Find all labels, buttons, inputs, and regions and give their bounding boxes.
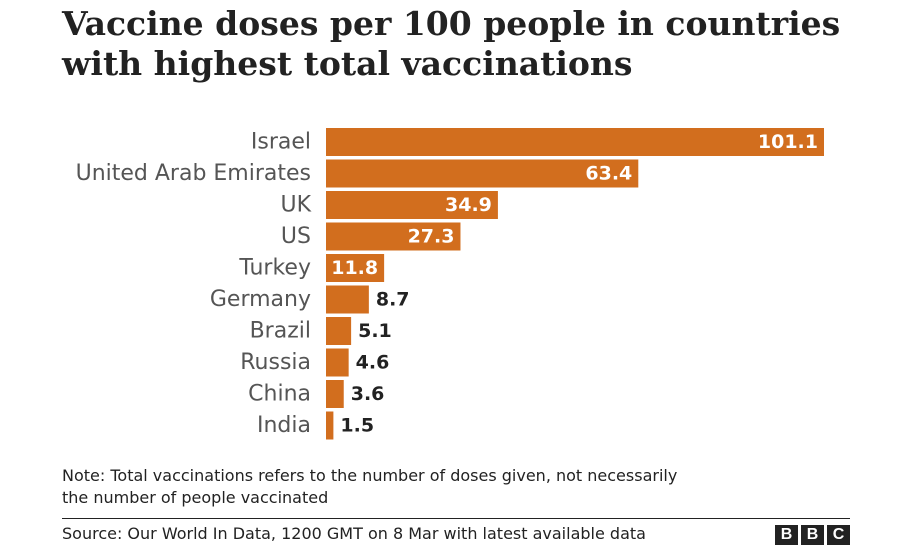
bar [326,380,344,408]
bar [326,254,385,282]
value-label: 8.7 [376,289,410,311]
value-label: 5.1 [358,320,392,342]
bbc-logo: B B C [775,525,850,545]
category-label: Brazil [250,319,311,344]
chart-title-line-1: Vaccine doses per 100 people in countrie… [62,4,841,43]
chart-title-line-2: with highest total vaccinations [62,44,633,83]
bar [326,285,369,314]
bbc-logo-letter-1: B [775,525,798,545]
category-label: UK [280,193,311,218]
value-label: 4.6 [356,352,390,374]
value-label: 1.5 [340,415,374,437]
value-label: 34.9 [445,194,492,216]
bar [326,348,349,377]
bar [326,222,461,251]
source-text: Source: Our World In Data, 1200 GMT on 8… [62,524,646,543]
category-label: US [281,224,311,249]
category-label: India [257,413,311,438]
category-label: United Arab Emirates [76,161,311,186]
bar [326,317,352,345]
footer-divider [62,518,850,519]
bar [326,191,498,219]
category-label: China [248,382,311,407]
category-label: Turkey [238,256,311,281]
category-label: Russia [240,350,311,375]
bar-chart: Israel 101.1 United Arab Emirates 63.4 UK 34.… [76,128,824,440]
value-label: 27.3 [408,226,455,248]
category-label: Germany [210,287,311,312]
chart-title: Vaccine doses per 100 people in countrie… [62,4,862,84]
category-label: Israel [251,130,311,155]
value-label: 3.6 [351,383,385,405]
value-label: 101.1 [758,131,818,153]
chart-note-line-1: Note: Total vaccinations refers to the n… [62,466,678,485]
chart-note: Note: Total vaccinations refers to the n… [62,465,822,509]
bar [326,411,334,440]
value-label: 63.4 [585,163,632,185]
bar [326,159,639,188]
value-label: 11.8 [331,257,378,279]
chart-note-line-2: the number of people vaccinated [62,488,329,507]
bar [326,128,824,156]
bbc-logo-letter-2: B [801,525,824,545]
bbc-logo-letter-3: C [827,525,850,545]
